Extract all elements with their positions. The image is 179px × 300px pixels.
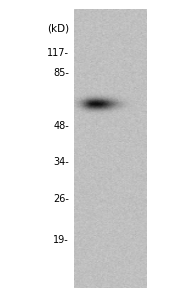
- Text: HeLa: HeLa: [96, 0, 125, 2]
- Text: 26-: 26-: [53, 194, 69, 205]
- Text: 34-: 34-: [53, 157, 69, 167]
- Text: 85-: 85-: [53, 68, 69, 79]
- Text: 48-: 48-: [53, 121, 69, 131]
- Text: 117-: 117-: [47, 47, 69, 58]
- Text: 19-: 19-: [53, 235, 69, 245]
- Text: (kD): (kD): [47, 23, 69, 34]
